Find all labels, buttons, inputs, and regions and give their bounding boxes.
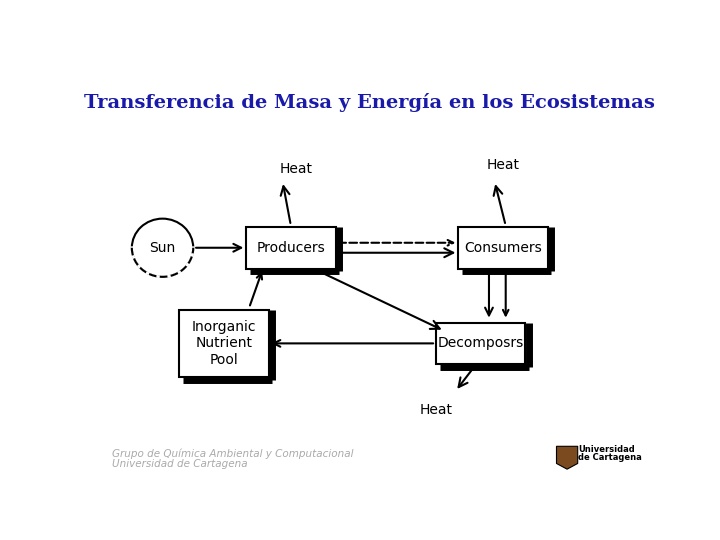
Text: Decomposrs: Decomposrs (438, 336, 523, 350)
Bar (246, 227, 336, 268)
Text: Grupo de Química Ambiental y Computacional: Grupo de Química Ambiental y Computacion… (112, 448, 354, 459)
Text: Heat: Heat (487, 158, 519, 172)
Text: Transferencia de Masa y Energía en los Ecosistemas: Transferencia de Masa y Energía en los E… (84, 93, 654, 112)
Text: Inorganic
Nutrient
Pool: Inorganic Nutrient Pool (192, 320, 256, 367)
Bar (459, 227, 548, 268)
Bar (179, 310, 269, 377)
Text: Consumers: Consumers (464, 241, 541, 255)
Text: Sun: Sun (150, 241, 176, 255)
Text: Producers: Producers (256, 241, 325, 255)
Text: Universidad: Universidad (578, 445, 635, 454)
Text: de Cartagena: de Cartagena (578, 453, 642, 462)
Text: Heat: Heat (420, 403, 452, 417)
Bar (436, 322, 526, 364)
Text: Universidad de Cartagena: Universidad de Cartagena (112, 459, 248, 469)
Text: Heat: Heat (280, 162, 313, 176)
PathPatch shape (557, 446, 577, 469)
